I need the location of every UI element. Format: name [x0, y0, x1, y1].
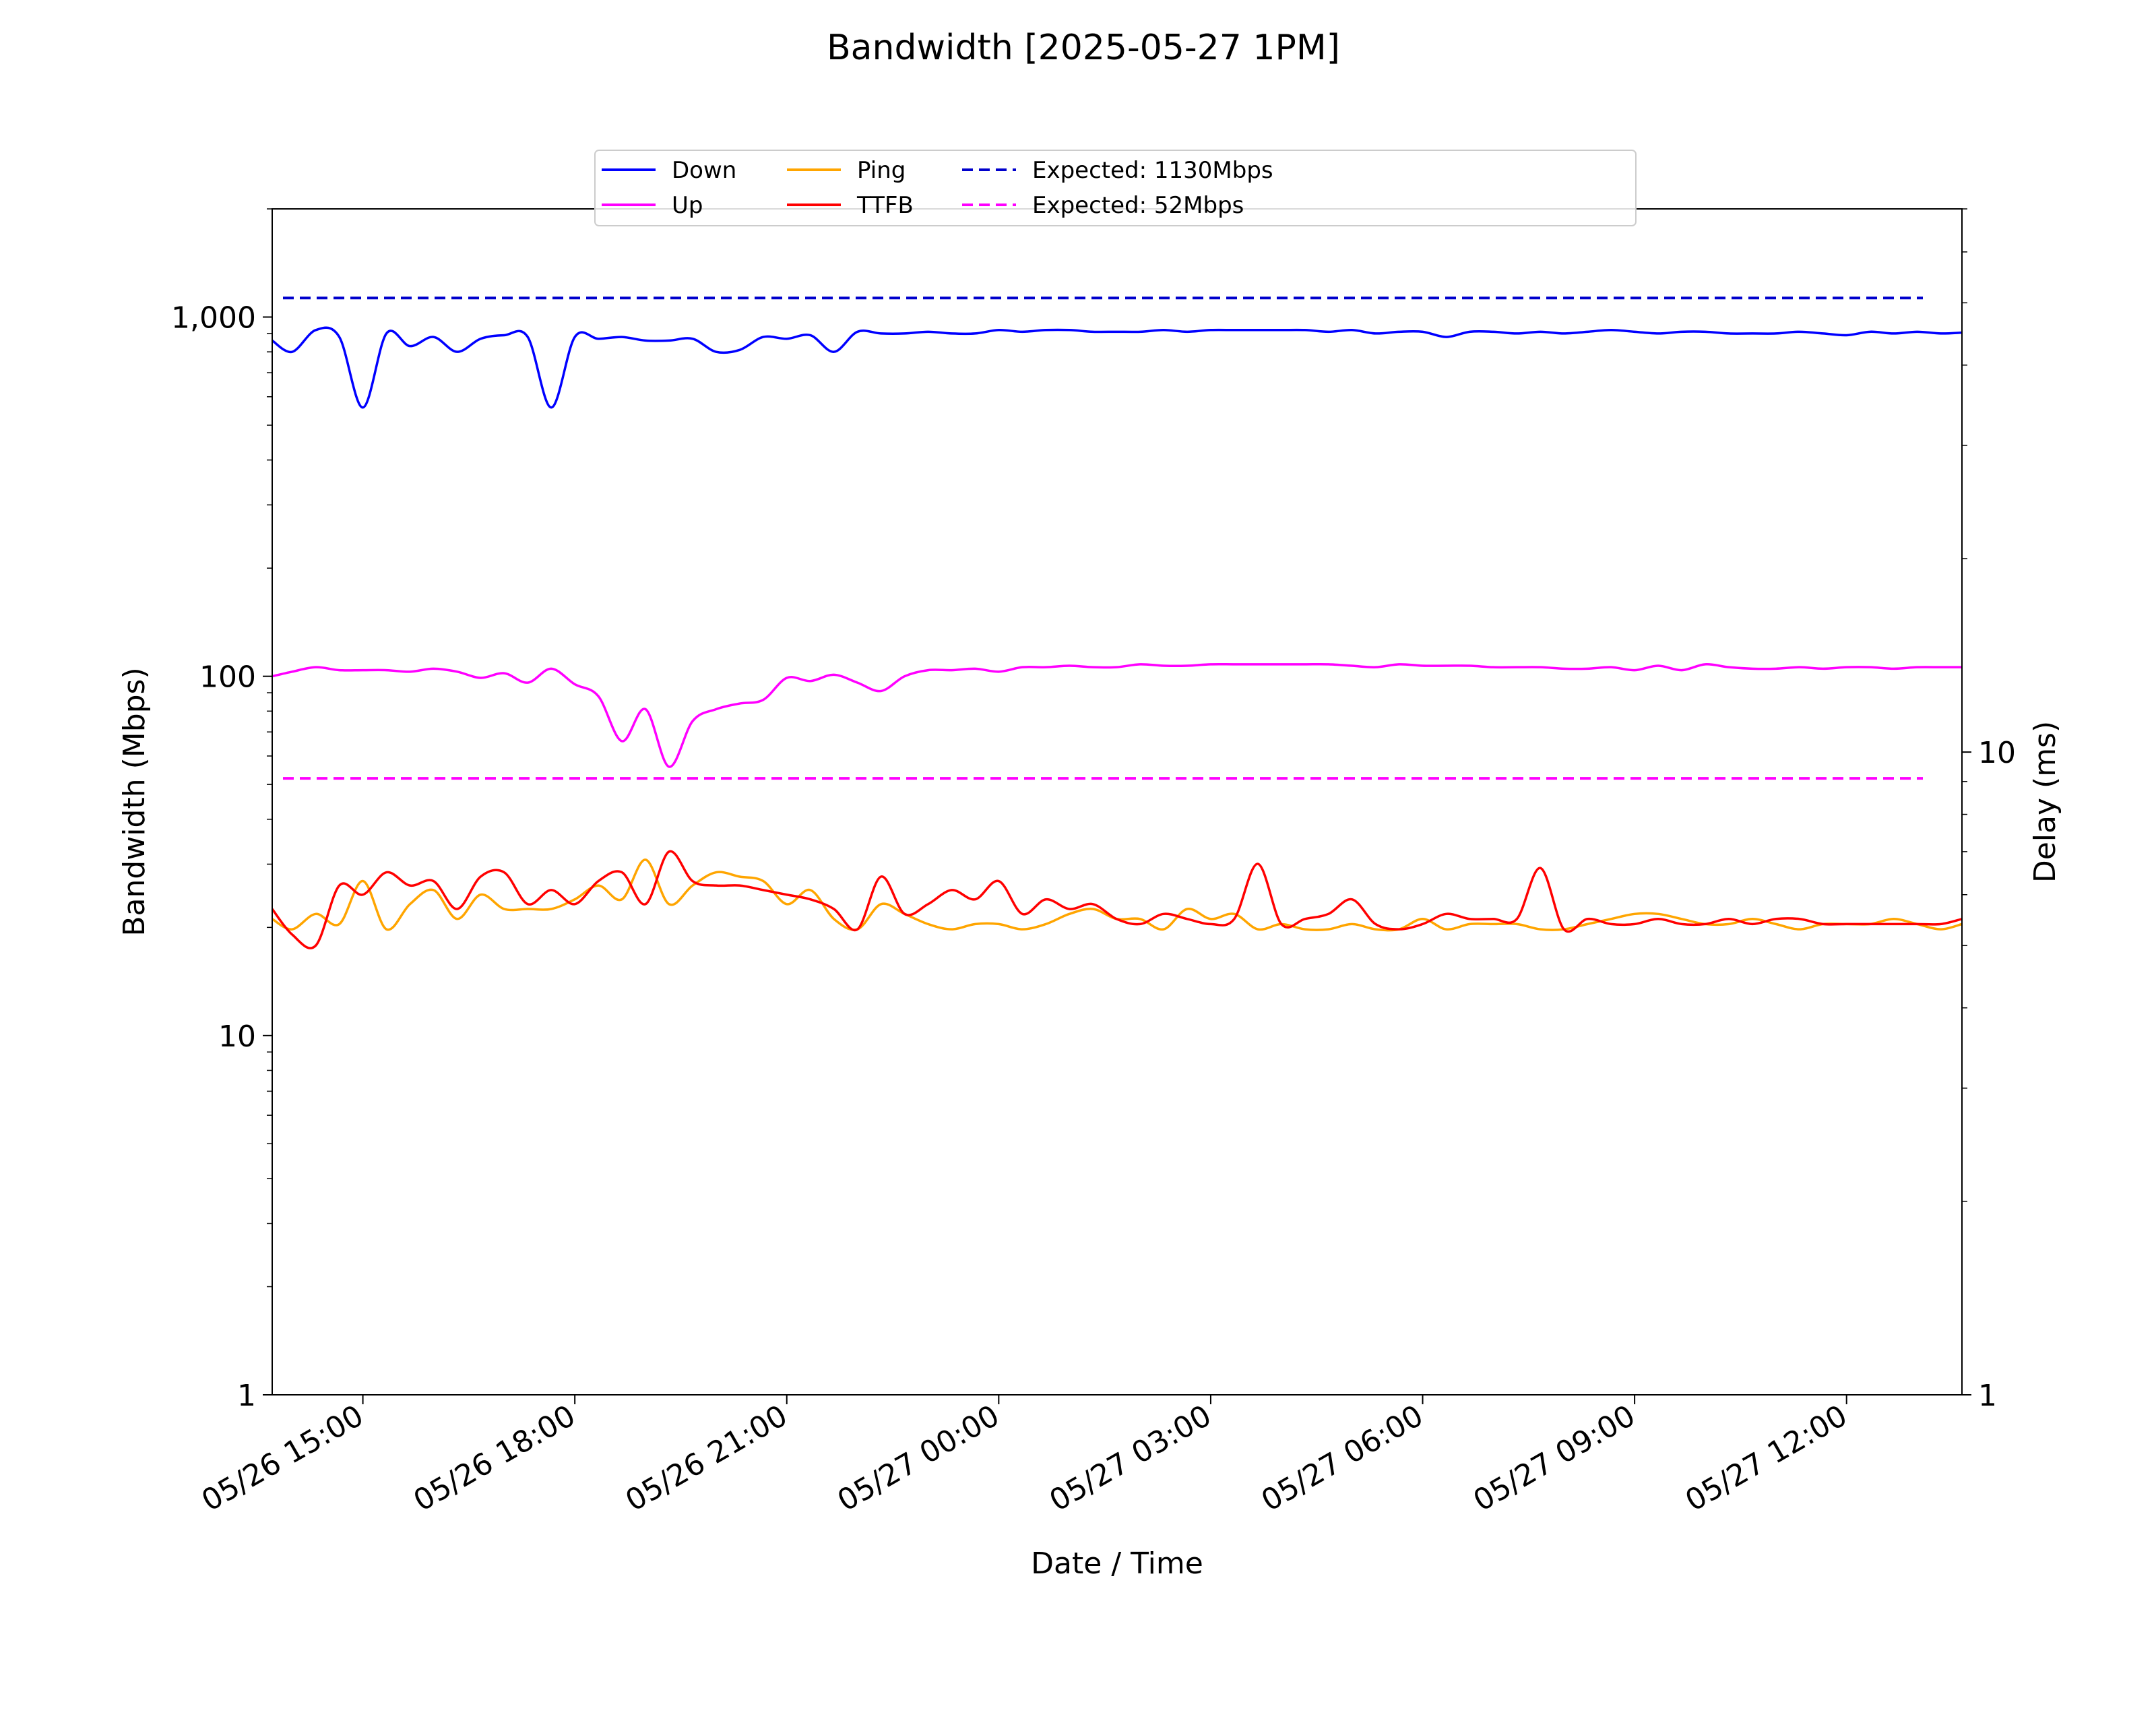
series-down [271, 326, 1963, 409]
x-tick-label: 05/27 09:00 [1467, 1398, 1641, 1518]
y-tick-label: 10 [218, 1020, 256, 1054]
plot-frame [272, 208, 1963, 1395]
x-tick-label: 05/26 15:00 [196, 1398, 369, 1518]
y2-tick-label: 10 [1978, 736, 2016, 770]
plot-lines [271, 296, 1963, 949]
series-ttfb [271, 850, 1963, 949]
series-ping [272, 858, 1963, 932]
x-tick-label: 05/27 00:00 [832, 1398, 1005, 1518]
x-tick-label: 05/27 12:00 [1680, 1398, 1853, 1518]
x-tick-label: 05/27 06:00 [1256, 1398, 1429, 1518]
legend-label-expected-52mbps: Expected: 52Mbps [1032, 192, 1244, 219]
y2-tick-label: 1 [1978, 1379, 1997, 1413]
x-tick-label: 05/26 21:00 [620, 1398, 793, 1518]
x-tick-label: 05/26 18:00 [408, 1398, 581, 1518]
y-axis-left: 1 10 100 1,000 [171, 208, 272, 1413]
y-tick-label: 100 [199, 660, 256, 695]
legend: Down Up Ping TTFB Expected: 1130Mbps Expected… [594, 150, 1637, 226]
x-tick-label: 05/27 03:00 [1044, 1398, 1217, 1518]
legend-label-expected-1130mbps: Expected: 1130Mbps [1032, 157, 1273, 184]
y2-axis-label: Delay (ms) [2028, 721, 2062, 883]
legend-box [594, 150, 1637, 226]
y-tick-label: 1,000 [171, 301, 256, 335]
legend-label-ttfb: TTFB [856, 192, 914, 219]
legend-label-ping: Ping [857, 157, 906, 184]
y-axis-right: 1 10 [1962, 208, 2016, 1413]
chart-title: Bandwidth [2025-05-27 1PM] [827, 28, 1340, 68]
y-axis-label: Bandwidth (Mbps) [117, 667, 152, 936]
x-axis-label: Date / Time [1031, 1546, 1203, 1581]
y-tick-label: 1 [237, 1379, 256, 1413]
x-axis: 05/26 15:00 05/26 18:00 05/26 21:00 05/27 0… [196, 1395, 1853, 1518]
series-up [272, 662, 1962, 768]
legend-label-up: Up [672, 192, 703, 219]
legend-label-down: Down [672, 157, 736, 184]
